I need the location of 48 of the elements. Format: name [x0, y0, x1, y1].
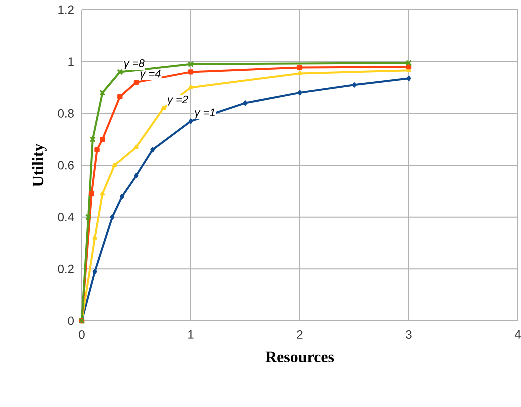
point: [352, 82, 357, 88]
x-tick-label: 1: [188, 330, 194, 339]
y-tick-label: 1.2: [58, 6, 74, 14]
point: [406, 76, 412, 82]
series-label: γ =2: [168, 96, 188, 106]
point: [100, 191, 106, 196]
point: [90, 136, 96, 143]
y-tick-label: 0.4: [58, 213, 74, 222]
point: [110, 214, 115, 220]
x-tick-label: 2: [297, 330, 303, 339]
point: [118, 94, 123, 100]
point: [188, 118, 194, 124]
point: [134, 144, 139, 150]
x-axis-title: Resources: [266, 352, 334, 363]
point: [161, 106, 166, 110]
point: [406, 64, 412, 70]
point: [298, 71, 302, 76]
point: [100, 136, 106, 142]
point: [134, 173, 139, 178]
point: [243, 100, 248, 106]
y-tick-label: 1: [68, 58, 74, 66]
point: [297, 65, 303, 70]
point: [94, 147, 100, 153]
point: [188, 70, 194, 75]
point: [92, 269, 98, 274]
point: [85, 214, 92, 220]
y-tick-label: 0.8: [58, 109, 74, 118]
point: [134, 80, 140, 86]
y-tick-label: 0.2: [58, 264, 74, 274]
point: [117, 69, 124, 76]
y-axis-title: Utility: [32, 144, 47, 187]
point: [92, 235, 98, 240]
point: [120, 194, 125, 200]
y-tick-label: 0.6: [58, 161, 74, 170]
x-tick-label: 4: [514, 330, 521, 339]
point: [188, 61, 194, 68]
point: [188, 85, 194, 90]
x-tick-label: 3: [406, 330, 412, 340]
series-label: γ =8: [124, 60, 145, 70]
series-label: γ =4: [140, 70, 161, 80]
point: [298, 90, 302, 96]
point: [150, 147, 156, 153]
series-label: γ =1: [195, 108, 215, 119]
point: [89, 191, 94, 197]
y-tick-label: 0: [68, 316, 74, 326]
point: [100, 90, 106, 96]
point: [112, 162, 118, 168]
x-tick-label: 0: [79, 330, 85, 340]
